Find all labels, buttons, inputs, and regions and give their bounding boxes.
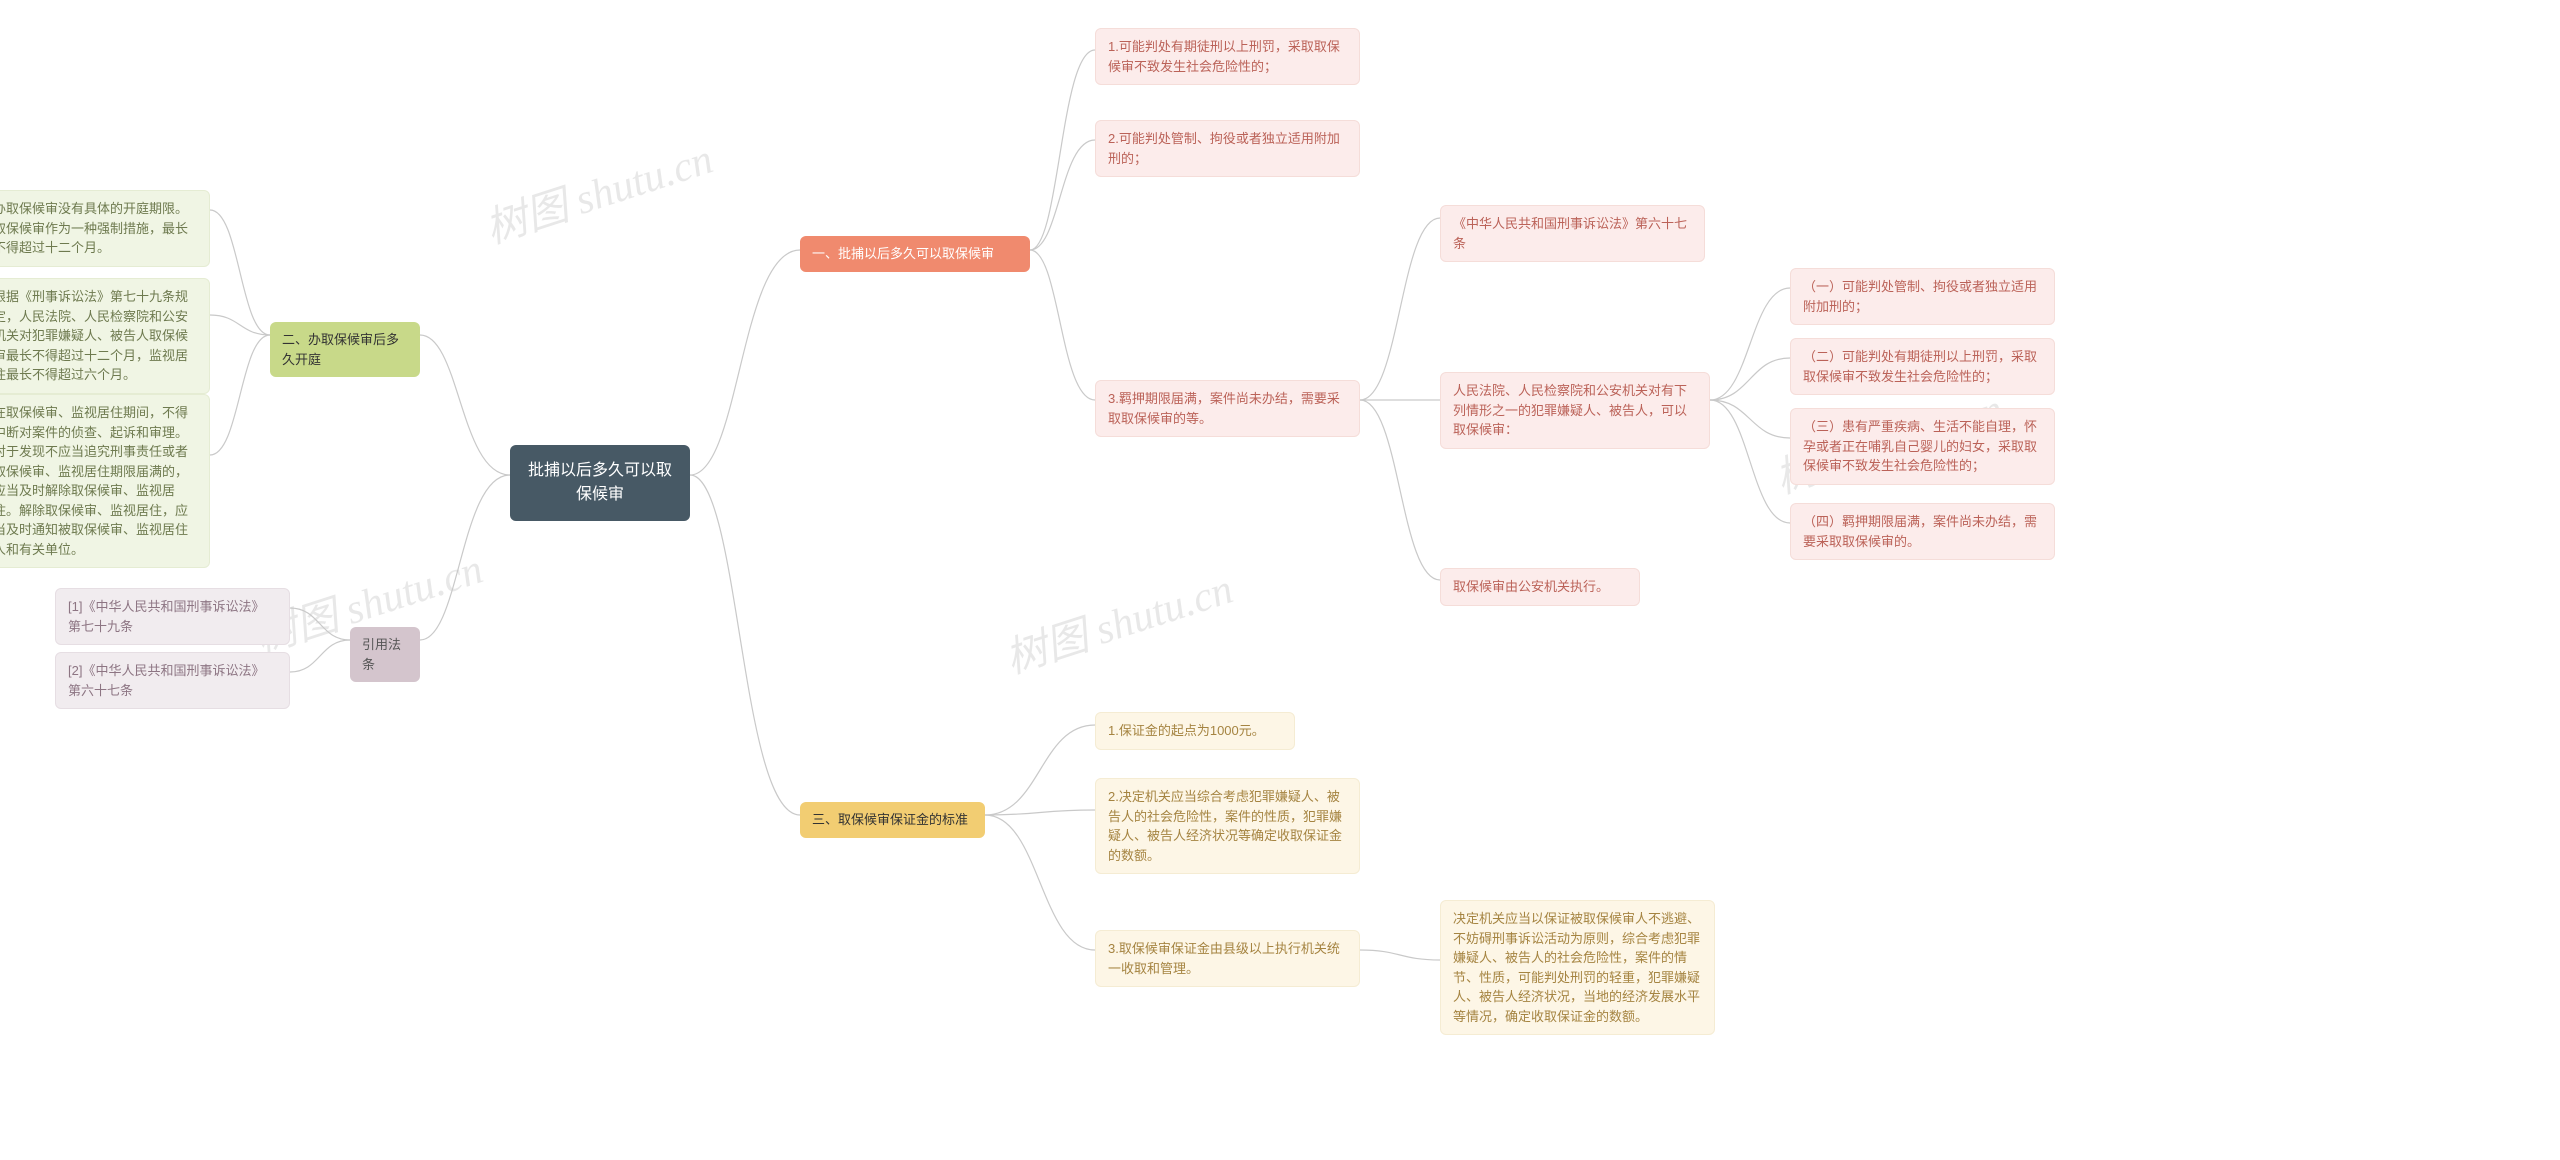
branch-3-sub3-s1: 决定机关应当以保证被取保候审人不逃避、不妨碍刑事诉讼活动为原则，综合考虑犯罪嫌疑… — [1440, 900, 1715, 1035]
branch-2: 二、办取保候审后多久开庭 — [270, 322, 420, 377]
branch-2-item-3: 在取保候审、监视居住期间，不得中断对案件的侦查、起诉和审理。对于发现不应当追究刑… — [0, 394, 210, 568]
branch-3-item-2: 2.决定机关应当综合考虑犯罪嫌疑人、被告人的社会危险性，案件的性质，犯罪嫌疑人、… — [1095, 778, 1360, 874]
branch-1-item-2: 2.可能判处管制、拘役或者独立适用附加刑的； — [1095, 120, 1360, 177]
branch-1-sub3-s3: 取保候审由公安机关执行。 — [1440, 568, 1640, 606]
watermark: 树图 shutu.cn — [476, 125, 719, 256]
branch-2-item-2: 根据《刑事诉讼法》第七十九条规定，人民法院、人民检察院和公安机关对犯罪嫌疑人、被… — [0, 278, 210, 394]
branch-4-item-2: [2]《中华人民共和国刑事诉讼法》第六十七条 — [55, 652, 290, 709]
branch-1-sub3-s2: 人民法院、人民检察院和公安机关对有下列情形之一的犯罪嫌疑人、被告人，可以取保候审… — [1440, 372, 1710, 449]
branch-1: 一、批捕以后多久可以取保候审 — [800, 236, 1030, 272]
watermark: 树图 shutu.cn — [996, 555, 1239, 686]
branch-3: 三、取保候审保证金的标准 — [800, 802, 985, 838]
branch-4: 引用法条 — [350, 627, 420, 682]
root-node: 批捕以后多久可以取保候审 — [510, 445, 690, 521]
branch-1-sub3-s1: 《中华人民共和国刑事诉讼法》第六十七条 — [1440, 205, 1705, 262]
branch-3-item-3: 3.取保候审保证金由县级以上执行机关统一收取和管理。 — [1095, 930, 1360, 987]
branch-2-item-1: 办取保候审没有具体的开庭期限。取保候审作为一种强制措施，最长不得超过十二个月。 — [0, 190, 210, 267]
branch-1-s2-child-2: （二）可能判处有期徒刑以上刑罚，采取取保候审不致发生社会危险性的； — [1790, 338, 2055, 395]
branch-3-item-1: 1.保证金的起点为1000元。 — [1095, 712, 1295, 750]
branch-1-s2-child-1: （一）可能判处管制、拘役或者独立适用附加刑的； — [1790, 268, 2055, 325]
branch-1-s2-child-4: （四）羁押期限届满，案件尚未办结，需要采取取保候审的。 — [1790, 503, 2055, 560]
branch-1-s2-child-3: （三）患有严重疾病、生活不能自理，怀孕或者正在哺乳自己婴儿的妇女，采取取保候审不… — [1790, 408, 2055, 485]
branch-4-item-1: [1]《中华人民共和国刑事诉讼法》第七十九条 — [55, 588, 290, 645]
branch-1-item-1: 1.可能判处有期徒刑以上刑罚，采取取保候审不致发生社会危险性的； — [1095, 28, 1360, 85]
branch-1-item-3: 3.羁押期限届满，案件尚未办结，需要采取取保候审的等。 — [1095, 380, 1360, 437]
